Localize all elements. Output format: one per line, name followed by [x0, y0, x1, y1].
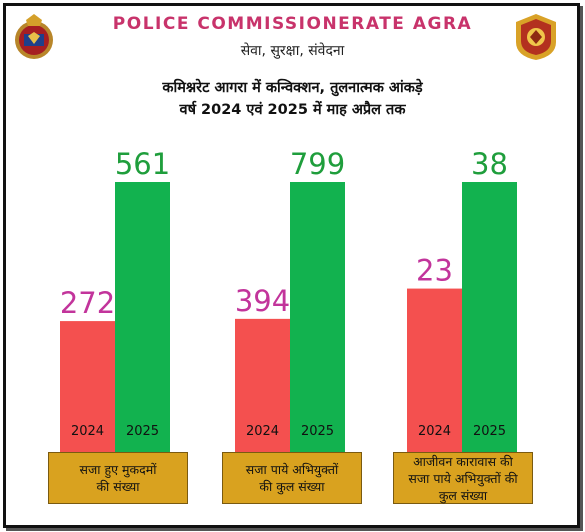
- chart-title-line-1: कमिश्नरेट आगरा में कन्विक्शन, तुलनात्मक …: [162, 80, 423, 96]
- category-label-1: सजा हुए मुकदमों की संख्या: [48, 452, 188, 504]
- data-label-2025-2: 799: [290, 147, 345, 181]
- bar-2024-2: [235, 318, 290, 452]
- category-label-3: आजीवन कारावास की सजा पाये अभियुक्तों की कु…: [393, 452, 533, 504]
- chart-title: कमिश्नरेट आगरा में कन्विक्शन, तुलनात्मक …: [0, 77, 585, 121]
- bar-2025-3: [462, 182, 517, 452]
- bar-2024-3: [407, 288, 462, 452]
- series-label-2024-2: 2024: [246, 424, 279, 439]
- agra-police-badge-icon: [516, 14, 556, 60]
- org-title: POLICE COMMISSIONERATE AGRA: [112, 14, 473, 34]
- data-label-2025-1: 561: [115, 147, 170, 181]
- series-label-2025-3: 2025: [473, 424, 506, 439]
- chart-title-line-2: वर्ष 2024 एवं 2025 में माह अप्रैल तक: [179, 102, 406, 118]
- data-label-2024-2: 394: [235, 284, 290, 318]
- org-motto: सेवा, सुरक्षा, संवेदना: [240, 43, 345, 59]
- category-label-2: सजा पाये अभियुक्तों की कुल संख्या: [222, 452, 362, 504]
- bar-2025-2: [290, 182, 345, 452]
- bar-2024-1: [60, 321, 115, 452]
- data-label-2025-3: 38: [471, 147, 508, 181]
- series-label-2025-2: 2025: [301, 424, 334, 439]
- series-label-2024-3: 2024: [418, 424, 451, 439]
- up-police-emblem-icon: [15, 14, 53, 59]
- bar-2025-1: [115, 182, 170, 452]
- data-label-2024-3: 23: [416, 254, 453, 288]
- series-label-2024-1: 2024: [71, 424, 104, 439]
- category-label-text: सजा हुए मुकदमों की संख्या: [79, 462, 157, 494]
- data-label-2024-1: 272: [60, 286, 115, 320]
- category-label-text: सजा पाये अभियुक्तों की कुल संख्या: [245, 462, 339, 494]
- series-label-2025-1: 2025: [126, 424, 159, 439]
- category-label-text: आजीवन कारावास की सजा पाये अभियुक्तों की कु…: [408, 453, 518, 503]
